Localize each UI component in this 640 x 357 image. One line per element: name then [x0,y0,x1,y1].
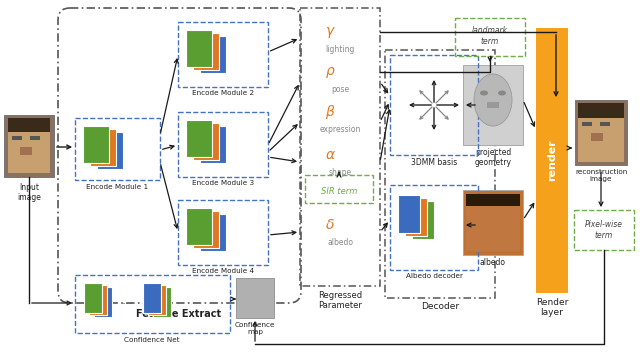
Text: Confidence Net: Confidence Net [124,337,180,343]
Text: Encode Module 1: Encode Module 1 [86,184,148,190]
Bar [178,22,268,87]
Text: albedo: albedo [480,258,506,267]
Bar [30,136,40,140]
Bar [143,283,161,313]
Bar [582,122,592,126]
Text: SIR term: SIR term [321,186,357,196]
Bar [412,201,434,239]
Bar [12,136,22,140]
Bar [200,126,226,163]
Bar [75,118,160,180]
Bar [8,118,50,132]
Bar [97,132,123,169]
Bar [600,122,610,126]
Text: $\delta$: $\delta$ [325,218,335,232]
Bar [89,285,107,315]
Text: $\rho$: $\rho$ [324,65,335,80]
Text: expression: expression [319,125,361,134]
Ellipse shape [480,91,488,96]
Text: Input
image: Input image [17,183,41,202]
Text: Encode Module 4: Encode Module 4 [192,268,254,274]
Bar [463,65,523,145]
Bar [193,123,219,160]
Bar [390,55,478,155]
Text: Pixel-wise
term: Pixel-wise term [585,220,623,240]
Bar [178,112,268,177]
Bar [186,30,212,67]
Bar [578,103,624,162]
Text: 3DMM basis: 3DMM basis [411,158,457,167]
Text: lighting: lighting [325,45,355,54]
Text: Decoder: Decoder [421,302,459,311]
Bar [487,102,499,108]
Bar [4,115,54,177]
Text: shape: shape [328,168,351,177]
Bar [236,278,274,318]
Text: ...: ... [122,293,134,307]
Bar [463,190,523,255]
Bar [193,33,219,70]
Text: Feature Extract: Feature Extract [136,309,221,319]
Bar [200,36,226,73]
Text: Regressed
Parameter: Regressed Parameter [318,291,362,310]
Text: landmark
term: landmark term [472,26,508,46]
Bar [178,200,268,265]
Bar [75,275,230,333]
Bar [578,103,624,118]
Text: projected
geometry: projected geometry [474,148,511,167]
Bar [575,100,627,165]
Text: $\alpha$: $\alpha$ [324,148,335,162]
Bar [466,194,520,251]
Text: render: render [547,139,557,181]
Text: Render
layer: Render layer [536,298,568,317]
Bar [153,287,171,317]
Bar [536,28,568,293]
Bar [94,287,112,317]
Text: Confidence
map: Confidence map [235,322,275,335]
Bar [84,283,102,313]
Text: Albedo decoder: Albedo decoder [406,273,463,279]
Bar [200,214,226,251]
Ellipse shape [474,74,512,126]
Ellipse shape [498,91,506,96]
Bar [83,126,109,163]
Bar [186,120,212,157]
Bar [193,211,219,248]
Text: albedo: albedo [327,238,353,247]
Text: $\gamma$: $\gamma$ [324,25,335,40]
Bar [8,118,50,173]
Bar [405,198,427,236]
Text: reconstruction
image: reconstruction image [575,169,627,182]
Bar [466,194,520,206]
Bar [591,133,603,141]
Bar [20,147,32,155]
Text: pose: pose [331,85,349,94]
Bar [148,285,166,315]
Bar [390,185,478,270]
Text: Encode Module 3: Encode Module 3 [192,180,254,186]
Bar [186,208,212,245]
Bar [305,175,373,203]
Bar [90,129,116,166]
Text: Encode Module 2: Encode Module 2 [192,90,254,96]
Bar [455,18,525,56]
Bar [574,210,634,250]
Bar [398,195,420,233]
Text: $\beta$: $\beta$ [324,103,335,121]
